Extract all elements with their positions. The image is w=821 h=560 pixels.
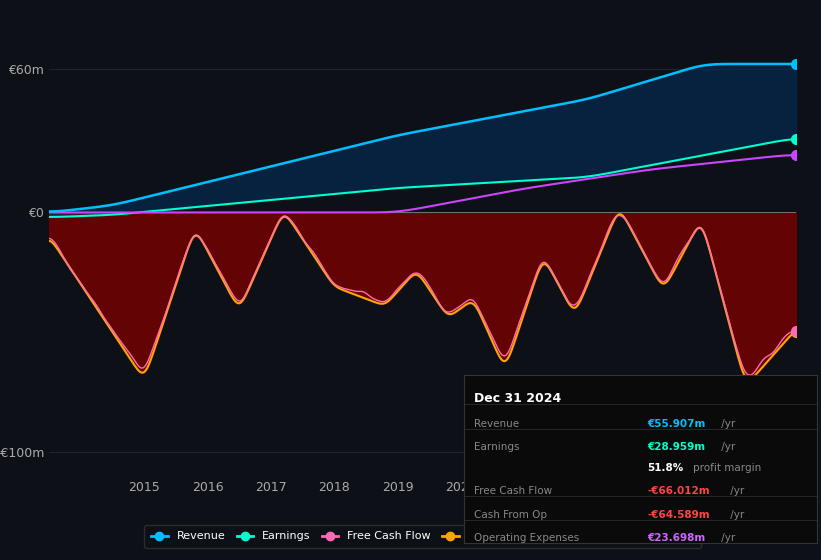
Text: -€64.589m: -€64.589m: [648, 510, 710, 520]
Text: Dec 31 2024: Dec 31 2024: [475, 392, 562, 405]
Text: Revenue: Revenue: [475, 419, 520, 429]
Text: profit margin: profit margin: [693, 463, 762, 473]
Text: /yr: /yr: [727, 510, 744, 520]
Text: /yr: /yr: [727, 486, 744, 496]
Text: Cash From Op: Cash From Op: [475, 510, 548, 520]
Text: /yr: /yr: [718, 419, 736, 429]
Text: Free Cash Flow: Free Cash Flow: [475, 486, 553, 496]
Text: 51.8%: 51.8%: [648, 463, 684, 473]
Text: €28.959m: €28.959m: [648, 442, 705, 452]
Text: /yr: /yr: [718, 533, 736, 543]
Text: Operating Expenses: Operating Expenses: [475, 533, 580, 543]
Text: €23.698m: €23.698m: [648, 533, 706, 543]
Text: /yr: /yr: [718, 442, 736, 452]
Legend: Revenue, Earnings, Free Cash Flow, Cash From Op, Operating Expenses: Revenue, Earnings, Free Cash Flow, Cash …: [144, 525, 701, 548]
Text: €55.907m: €55.907m: [648, 419, 706, 429]
Text: -€66.012m: -€66.012m: [648, 486, 710, 496]
Text: Earnings: Earnings: [475, 442, 520, 452]
